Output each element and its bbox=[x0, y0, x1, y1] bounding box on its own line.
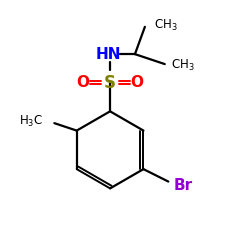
Text: HN: HN bbox=[96, 47, 122, 62]
Text: O: O bbox=[130, 75, 143, 90]
Text: H$_3$C: H$_3$C bbox=[19, 114, 43, 130]
Text: Br: Br bbox=[173, 178, 193, 193]
Text: O: O bbox=[77, 75, 90, 90]
Text: CH$_3$: CH$_3$ bbox=[171, 58, 195, 73]
Text: CH$_3$: CH$_3$ bbox=[154, 18, 177, 33]
Text: S: S bbox=[104, 74, 116, 92]
